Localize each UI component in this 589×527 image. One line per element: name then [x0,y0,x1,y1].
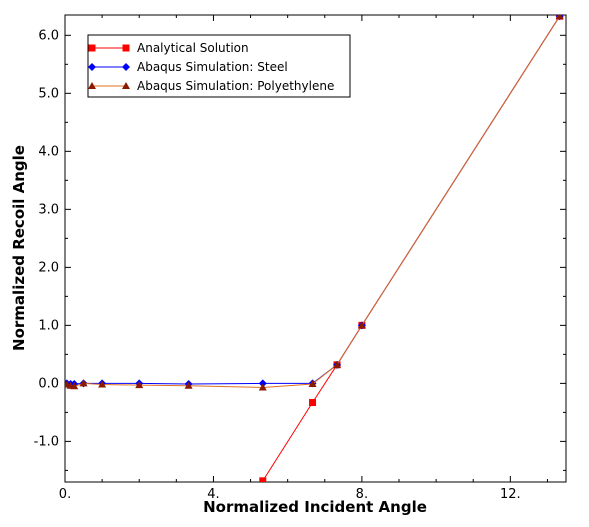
legend-label: Abaqus Simulation: Polyethylene [137,79,334,93]
y-axis-label: Normalized Recoil Angle [10,145,28,351]
legend-marker [88,63,96,71]
data-point [184,381,193,389]
legend-marker [122,63,130,71]
legend-marker [122,82,130,89]
y-tick-label: 5.0 [38,86,59,101]
data-point [333,360,342,368]
y-tick-label: 2.0 [38,260,59,275]
legend-label: Analytical Solution [137,41,249,55]
x-tick-label: 12. [500,487,521,502]
data-point [258,383,267,391]
series-layer [65,15,564,482]
data-point [98,380,107,388]
legend-marker [88,44,96,52]
x-tick-label: 0. [59,487,71,502]
data-point [555,15,564,20]
y-tick-label: 3.0 [38,202,59,217]
legend-marker [122,44,130,52]
y-tick-label: -1.0 [34,434,59,449]
series-3 [65,15,564,391]
legend-box [87,34,351,98]
x-axis: 0. 4. 8. 12. [59,15,548,502]
data-point [259,477,267,482]
data-point [135,381,144,389]
data-point [79,379,88,387]
y-tick-label: 4.0 [38,144,59,159]
legend: Analytical Solution Abaqus Simulation: St… [87,34,351,98]
data-point [258,379,267,388]
legend-marker [88,82,96,89]
y-axis: -1.0 0.0 1.0 2.0 3.0 4.0 5.0 6.0 [34,28,566,471]
y-tick-label: 0.0 [38,376,59,391]
data-point [308,379,317,387]
legend-label: Abaqus Simulation: Steel [137,60,288,74]
data-point [70,382,79,390]
data-point [357,321,366,329]
x-tick-label: 4. [207,487,219,502]
x-axis-label: Normalized Incident Angle [203,498,427,516]
x-tick-label: 8. [356,487,368,502]
y-tick-label: 1.0 [38,318,59,333]
y-tick-label: 6.0 [38,28,59,43]
data-point [309,399,317,407]
